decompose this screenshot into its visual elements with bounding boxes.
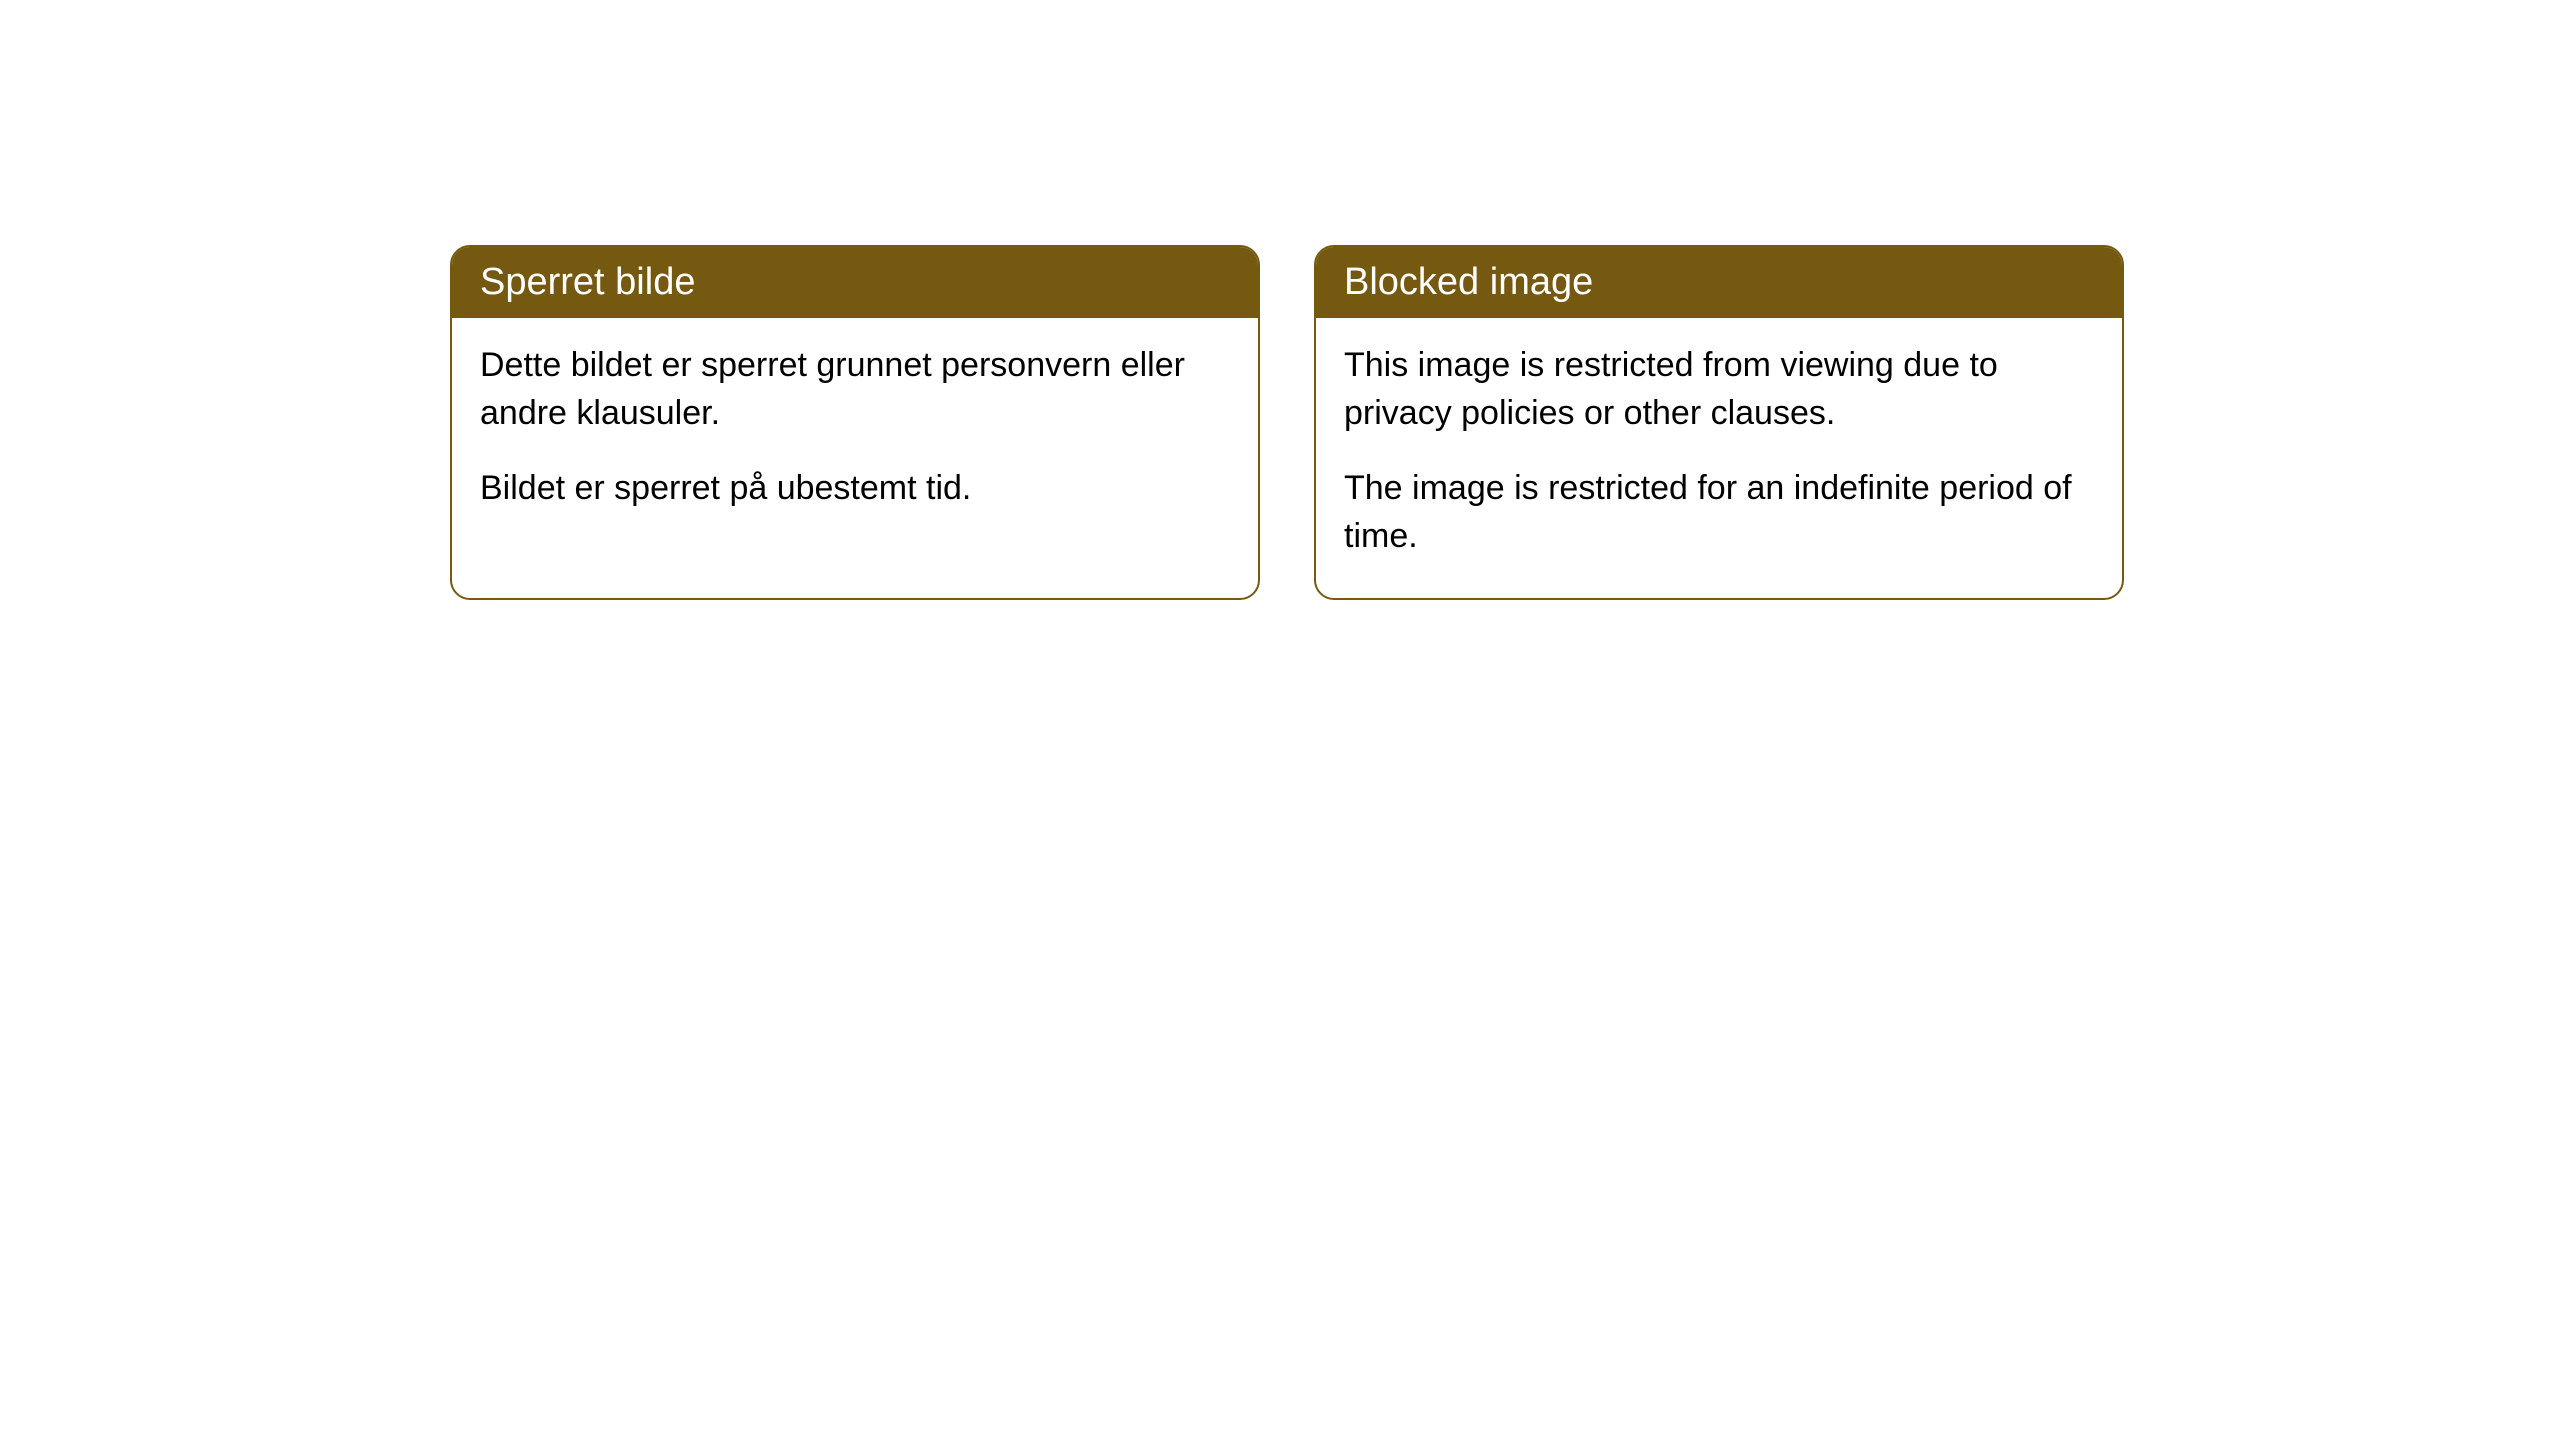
notice-container: Sperret bilde Dette bildet er sperret gr… — [0, 0, 2560, 600]
card-paragraph: This image is restricted from viewing du… — [1344, 342, 2094, 437]
card-paragraph: Bildet er sperret på ubestemt tid. — [480, 465, 1230, 513]
notice-card-english: Blocked image This image is restricted f… — [1314, 245, 2124, 600]
notice-card-norwegian: Sperret bilde Dette bildet er sperret gr… — [450, 245, 1260, 600]
card-header-english: Blocked image — [1316, 247, 2122, 318]
card-paragraph: Dette bildet er sperret grunnet personve… — [480, 342, 1230, 437]
card-body-norwegian: Dette bildet er sperret grunnet personve… — [452, 318, 1258, 551]
card-header-norwegian: Sperret bilde — [452, 247, 1258, 318]
card-title: Blocked image — [1344, 261, 1593, 303]
card-title: Sperret bilde — [480, 261, 695, 303]
card-paragraph: The image is restricted for an indefinit… — [1344, 465, 2094, 560]
card-body-english: This image is restricted from viewing du… — [1316, 318, 2122, 598]
